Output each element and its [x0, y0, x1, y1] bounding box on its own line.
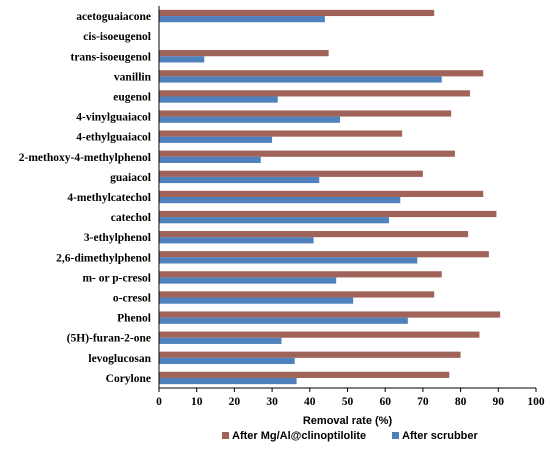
bar-scrubber-0	[159, 16, 325, 23]
x-tick-label: 20	[229, 396, 241, 408]
bar-mg-al-18	[159, 371, 450, 378]
bar-scrubber-17	[159, 357, 295, 365]
category-labels: acetoguaiacone cis-isoeugenol trans-isoeug…	[19, 11, 152, 385]
bar-scrubber-2	[159, 56, 205, 63]
bar-scrubber-16	[159, 337, 282, 344]
category-label: acetoguaiacone	[76, 11, 151, 23]
bar-mg-al-5	[159, 110, 452, 117]
category-label: 4-ethylguaiacol	[76, 132, 151, 144]
bar-mg-al-10	[159, 210, 497, 218]
bar-scrubber-3	[159, 76, 442, 83]
bar-mg-al-6	[159, 130, 403, 137]
category-label: trans-isoeugenol	[71, 51, 152, 63]
x-tick-label: 60	[379, 396, 391, 408]
bar-scrubber-6	[159, 136, 273, 143]
bar-scrubber-4	[159, 96, 278, 103]
category-label: Phenol	[117, 313, 151, 325]
category-label: cis-isoeugenol	[83, 31, 151, 43]
bar-scrubber-13	[159, 277, 337, 284]
bar-mg-al-14	[159, 291, 435, 298]
legend: After Mg/Al@clinoptilolite After scrubber	[222, 430, 479, 442]
bar-mg-al-15	[159, 311, 501, 318]
bar-scrubber-18	[159, 377, 297, 385]
bar-mg-al-11	[159, 231, 469, 238]
bar-mg-al-7	[159, 150, 455, 157]
bar-mg-al-0	[159, 9, 435, 17]
bar-scrubber-15	[159, 317, 408, 324]
axis-layer	[158, 6, 537, 392]
category-label: m- or p-cresol	[82, 272, 151, 284]
x-tick-label: 0	[156, 396, 162, 408]
x-tick-label: 80	[455, 396, 467, 408]
category-label: 2-methoxy-4-methylphenol	[19, 152, 151, 164]
bar-mg-al-2	[159, 50, 329, 57]
category-label: 4-methylcatechol	[67, 192, 151, 204]
category-label: 2,6-dimethylphenol	[56, 252, 151, 264]
bar-mg-al-13	[159, 271, 442, 278]
category-label: o-cresol	[113, 293, 151, 305]
x-tick-label: 30	[266, 396, 278, 408]
bar-mg-al-17	[159, 351, 461, 358]
category-label: 3-ethylphenol	[84, 232, 151, 244]
legend-label: After scrubber	[402, 430, 479, 442]
bar-mg-al-3	[159, 70, 484, 77]
x-tick-label: 10	[191, 396, 203, 408]
legend-label: After Mg/Al@clinoptilolite	[232, 430, 366, 442]
category-label: guaiacol	[110, 172, 151, 184]
bar-scrubber-7	[159, 156, 261, 163]
x-axis-title: Removal rate (%)	[303, 415, 393, 427]
category-label: eugenol	[113, 91, 151, 103]
bar-scrubber-11	[159, 237, 314, 244]
category-label: vanillin	[114, 71, 152, 83]
x-tick-labels: 0 10 20 30 40 50 60 70 80 90 100	[156, 396, 545, 408]
bar-mg-al-12	[159, 251, 489, 258]
category-label: Corylone	[106, 373, 151, 385]
category-label: levoglucosan	[88, 353, 151, 365]
bar-scrubber-9	[159, 197, 401, 204]
bar-mg-al-4	[159, 90, 471, 97]
x-tick-label: 40	[304, 396, 316, 408]
bar-scrubber-14	[159, 297, 354, 304]
x-tick-label: 100	[527, 396, 545, 408]
bar-mg-al-9	[159, 190, 484, 197]
category-label: (5H)-furan-2-one	[67, 333, 151, 345]
bar-scrubber-12	[159, 257, 418, 264]
category-label: 4-vinylguaiacol	[76, 112, 151, 124]
bar-scrubber-5	[159, 116, 340, 123]
legend-swatch	[392, 432, 399, 439]
x-tick-label: 90	[493, 396, 505, 408]
legend-swatch	[222, 432, 229, 439]
bar-mg-al-16	[159, 331, 480, 338]
bar-scrubber-8	[159, 176, 320, 184]
category-label: catechol	[111, 212, 151, 224]
bars-layer	[159, 9, 501, 385]
x-tick-label: 70	[417, 396, 429, 408]
bar-mg-al-8	[159, 170, 423, 177]
x-tick-label: 50	[342, 396, 354, 408]
bar-scrubber-10	[159, 217, 389, 224]
